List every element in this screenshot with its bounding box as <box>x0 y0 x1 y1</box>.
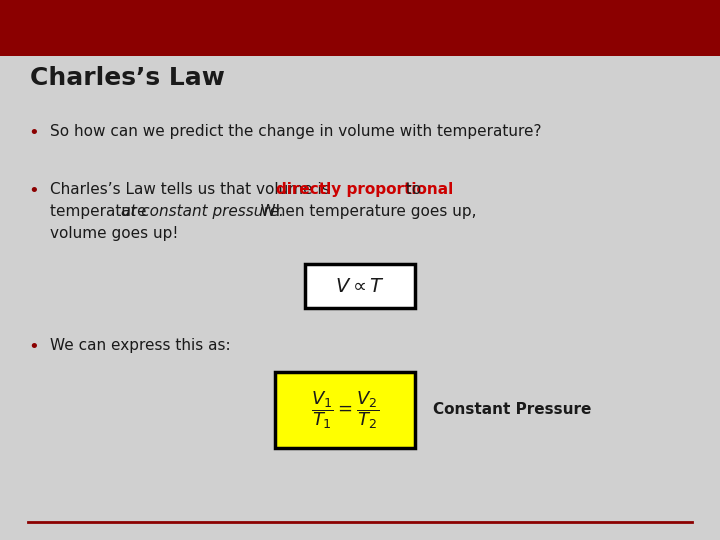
Text: So how can we predict the change in volume with temperature?: So how can we predict the change in volu… <box>50 124 541 139</box>
Text: $\dfrac{V_1}{T_1} = \dfrac{V_2}{T_2}$: $\dfrac{V_1}{T_1} = \dfrac{V_2}{T_2}$ <box>311 389 379 431</box>
Text: Constant Pressure: Constant Pressure <box>433 402 591 417</box>
Text: •: • <box>28 182 39 200</box>
Text: •: • <box>28 338 39 356</box>
Text: at constant pressure.: at constant pressure. <box>122 204 284 219</box>
Text: $V \propto T$: $V \propto T$ <box>335 276 385 295</box>
Text: directly proportional: directly proportional <box>276 182 454 197</box>
Text: When temperature goes up,: When temperature goes up, <box>246 204 477 219</box>
Text: Charles’s Law: Charles’s Law <box>30 66 225 90</box>
Bar <box>275 372 415 448</box>
Text: •: • <box>28 124 39 142</box>
Text: volume goes up!: volume goes up! <box>50 226 179 241</box>
Bar <box>0 0 720 56</box>
Bar <box>305 264 415 308</box>
Text: Charles’s Law tells us that volume is: Charles’s Law tells us that volume is <box>50 182 335 197</box>
Text: temperature: temperature <box>50 204 151 219</box>
Text: We can express this as:: We can express this as: <box>50 338 230 353</box>
Text: to: to <box>401 182 421 197</box>
